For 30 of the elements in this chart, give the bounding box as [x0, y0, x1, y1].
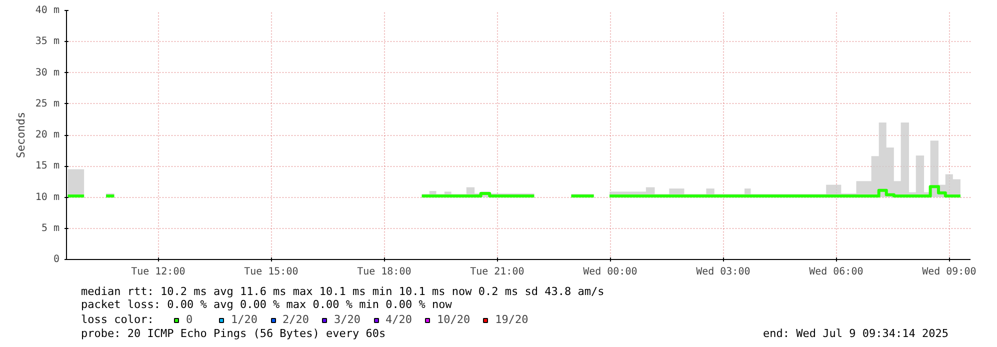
text: loss color:	[81, 313, 154, 326]
y-tick-label: 10 m	[35, 192, 60, 203]
x-tick-label: Wed 00:00	[583, 266, 638, 278]
x-tick-label: Tue 21:00	[470, 266, 524, 278]
y-tick-label: 35 m	[35, 36, 60, 48]
y-tick-label: 0	[53, 254, 60, 265]
legend-label: 4/20	[386, 313, 412, 326]
y-tick-label: 25 m	[35, 98, 60, 110]
x-tick-label: Wed 03:00	[696, 266, 750, 278]
x-tick-label: Tue 18:00	[357, 266, 412, 278]
y-tick-label: 30 m	[35, 67, 60, 78]
x-tick-label: Wed 09:00	[922, 266, 976, 278]
legend-label: 3/20	[334, 313, 360, 326]
y-axis-title: Seconds	[14, 112, 28, 158]
text: probe: 20 ICMP Echo Pings (56 Bytes) every 60s	[81, 327, 386, 340]
text: packet loss: 0.00 % avg 0.00 % max 0.00 % min 0.00 % now	[81, 298, 452, 311]
text: end: Wed Jul 9 09:34:14 2025	[763, 327, 948, 340]
y-tick-label: 20 m	[35, 130, 60, 140]
x-tick-label: Wed 06:00	[809, 266, 864, 278]
text: median rtt: 10.2 ms avg 11.6 ms max 10.1 ms min 10.1 ms now 0.2 ms sd 43.8 am/s	[81, 285, 604, 298]
x-tick-label: Tue 15:00	[244, 266, 298, 278]
legend-label: 19/20	[495, 313, 528, 326]
legend-label: 2/20	[282, 313, 309, 326]
x-tick-label: Tue 12:00	[131, 266, 186, 278]
legend-label: 10/20	[437, 313, 470, 326]
legend-label: 1/20	[231, 313, 258, 326]
y-tick-label: 15 m	[35, 160, 60, 172]
legend-label: 0	[186, 313, 194, 326]
y-tick-label: 5 m	[41, 222, 60, 234]
y-tick-label: 40 m	[35, 5, 60, 16]
